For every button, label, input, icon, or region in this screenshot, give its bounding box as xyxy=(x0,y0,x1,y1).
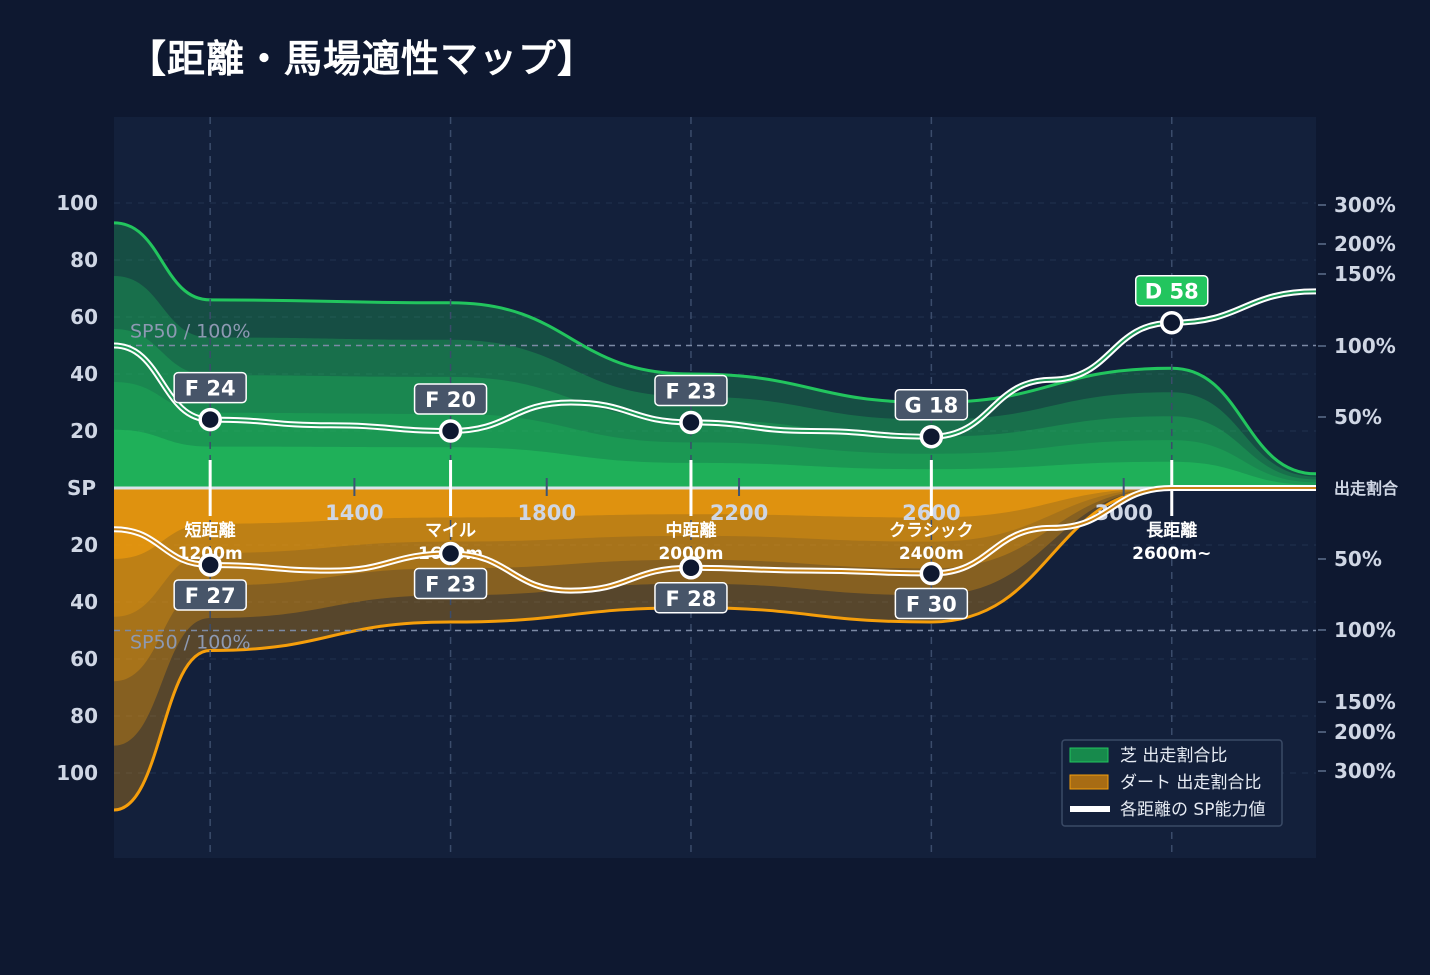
sp-badge-label: F 27 xyxy=(185,584,236,608)
y-left-tick-label: 60 xyxy=(70,647,98,671)
x-tick-label: 1400 xyxy=(325,501,383,525)
sp-badge-label: F 20 xyxy=(425,388,476,412)
legend-label: 各距離の SP能力値 xyxy=(1120,800,1265,820)
turf-ratio-areas xyxy=(114,222,1316,488)
turf-area-band xyxy=(114,429,1316,488)
y-right-tick-label: 100% xyxy=(1334,334,1396,358)
y-right-tick-label: 300% xyxy=(1334,193,1396,217)
y-right-tick-label: 150% xyxy=(1334,262,1396,286)
reference-label-bottom: SP50 / 100% xyxy=(130,632,251,654)
sp-badge-box xyxy=(654,582,728,614)
sp-badge-label: F 28 xyxy=(666,587,717,611)
category-distance-label: 2400m xyxy=(899,544,964,564)
x-tick-label: 1800 xyxy=(517,501,575,525)
category-label: マイル xyxy=(425,521,476,541)
y-right-axis: 300% 200% 150% 100% 50% 50% 100% 150% 200% 300% 出走… xyxy=(1318,193,1399,783)
dirt-area-band xyxy=(114,488,1316,617)
dirt-sp-badge: F 23 xyxy=(413,567,488,600)
y-left-tick-label: 100 xyxy=(56,761,98,785)
dirt-sp-point xyxy=(198,553,222,577)
category-label: 中距離 xyxy=(665,520,716,541)
dirt-area-band xyxy=(114,488,1316,810)
legend-label: ダート 出走割合比 xyxy=(1120,773,1261,793)
sp-badge-label: F 30 xyxy=(906,593,957,617)
y-left-tick-label: 20 xyxy=(70,419,98,443)
sp-badge-box xyxy=(894,587,969,620)
y-right-tick-label: 200% xyxy=(1334,232,1396,256)
category-label: 短距離 xyxy=(185,520,236,541)
turf-sp-badge: F 23 xyxy=(654,374,728,407)
turf-sp-badge: F 24 xyxy=(173,371,247,404)
sp-badge-label: D 58 xyxy=(1145,280,1199,304)
y-left-tick-label: 40 xyxy=(70,362,98,386)
y-right-tick-label: 50% xyxy=(1334,547,1382,571)
dirt-sp-point xyxy=(679,556,703,580)
y-right-tick-label: 50% xyxy=(1334,405,1382,429)
legend-swatch-dirt xyxy=(1069,774,1109,790)
y-right-tick-label: 150% xyxy=(1334,690,1396,714)
sp-badge-box xyxy=(413,383,488,415)
dirt-sp-point xyxy=(919,561,944,586)
turf-sp-point xyxy=(1160,310,1184,335)
category-distance-label: 2000m xyxy=(658,544,723,564)
sp-badge-label: F 24 xyxy=(185,377,236,401)
dirt-sp-badge: F 28 xyxy=(654,582,728,614)
sp-badge-box xyxy=(173,579,247,611)
turf-area-band xyxy=(114,276,1316,488)
sp-badge-label: G 18 xyxy=(904,394,958,418)
sp-badge-box xyxy=(654,374,728,407)
x-tick-label: 2200 xyxy=(710,501,768,525)
sp-badge-box xyxy=(894,388,969,421)
y-right-tick-label: 200% xyxy=(1334,720,1396,744)
turf-sp-badge: G 18 xyxy=(894,388,969,421)
y-left-tick-label: 40 xyxy=(70,590,98,614)
y-center-label: SP xyxy=(67,476,96,500)
category-label: 長距離 xyxy=(1146,520,1197,541)
category-distance-label: 2600m~ xyxy=(1132,544,1211,564)
y-left-tick-label: 60 xyxy=(70,305,98,329)
turf-sp-badge: F 20 xyxy=(413,383,488,415)
y-right-tick-label: 300% xyxy=(1334,759,1396,783)
turf-area-band xyxy=(114,222,1316,488)
reference-label-top: SP50 / 100% xyxy=(130,321,251,343)
turf-sp-point xyxy=(438,419,463,443)
dirt-sp-badge: F 30 xyxy=(894,587,969,620)
y-left-tick-label: 20 xyxy=(70,533,98,557)
legend-label: 芝 出走割合比 xyxy=(1120,746,1227,766)
turf-sp-point xyxy=(679,410,703,435)
dirt-sp-point xyxy=(438,541,463,566)
y-left-tick-label: 80 xyxy=(70,704,98,728)
sp-badge-box xyxy=(413,567,488,600)
turf-sp-badge: D 58 xyxy=(1135,274,1209,307)
dirt-sp-badge: F 27 xyxy=(173,579,247,611)
sp-badge-label: F 23 xyxy=(425,573,476,597)
legend-swatch-turf xyxy=(1069,747,1109,763)
dirt-area-band xyxy=(114,488,1316,559)
legend-swatch-line xyxy=(1070,806,1110,812)
dirt-area-band xyxy=(114,488,1316,746)
y-right-center-label: 出走割合 xyxy=(1334,479,1399,498)
sp-badge-box xyxy=(1135,274,1209,307)
sp-badge-label: F 23 xyxy=(666,379,717,403)
sp-badge-box xyxy=(173,371,247,404)
category-label: クラシック xyxy=(889,521,974,541)
legend-box xyxy=(1061,739,1283,827)
y-left-tick-label: 100 xyxy=(56,191,98,215)
turf-sp-point xyxy=(919,424,944,449)
chart-title: 【距離・馬場適性マップ】 xyxy=(128,37,597,81)
turf-sp-point xyxy=(198,407,222,432)
y-right-tick-label: 100% xyxy=(1334,618,1396,642)
y-left-tick-label: 80 xyxy=(70,248,98,272)
